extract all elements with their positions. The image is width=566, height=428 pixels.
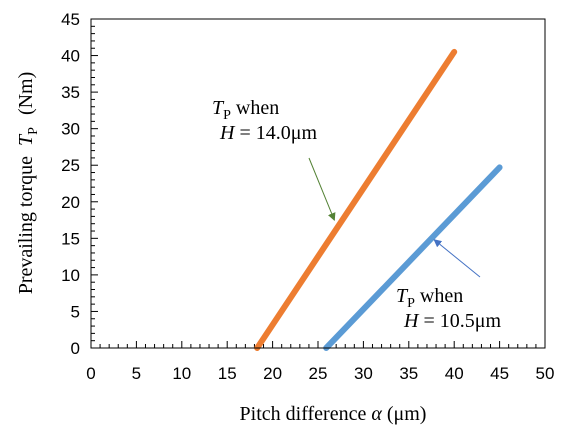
- annotation-blue-line1: TP when: [396, 285, 463, 311]
- y-tick-label: 20: [61, 193, 80, 212]
- x-axis-title: Pitch difference α (μm): [240, 403, 427, 425]
- y-tick-label: 0: [71, 339, 80, 358]
- annotation-arrows: [308, 157, 481, 278]
- x-tick-label: 30: [354, 364, 373, 383]
- x-tick-label: 45: [490, 364, 509, 383]
- plot-frame: [90, 18, 546, 349]
- x-tick-label: 40: [445, 364, 464, 383]
- arrow-h14: [308, 157, 336, 221]
- x-tick-label: 5: [132, 364, 141, 383]
- y-axis-title: Prevailing torqueTP(Nm): [15, 72, 41, 295]
- x-tick-labels: 0 5 10 15 20 25 30 35 40 45 50: [86, 364, 554, 383]
- y-tick-labels: 0 5 10 15 20 25 30 35 40 45: [61, 10, 80, 358]
- x-tick-label: 15: [218, 364, 237, 383]
- y-tick-label: 5: [71, 302, 80, 321]
- y-tick-label: 35: [61, 83, 80, 102]
- y-tick-label: 45: [61, 10, 80, 29]
- y-tick-label: 10: [61, 266, 80, 285]
- x-tick-label: 10: [172, 364, 191, 383]
- x-tick-label: 50: [536, 364, 555, 383]
- annotation-blue-line2: H = 10.5μm: [403, 310, 501, 332]
- annotation-orange-line2: H = 14.0μm: [219, 122, 317, 144]
- x-tick-label: 35: [399, 364, 418, 383]
- series-lines: [254, 48, 503, 351]
- arrow-h10-5: [433, 239, 481, 278]
- y-tick-label: 25: [61, 156, 80, 175]
- axis-ticks: [90, 18, 546, 349]
- x-tick-label: 25: [309, 364, 328, 383]
- y-tick-label: 15: [61, 229, 80, 248]
- y-tick-label: 30: [61, 120, 80, 139]
- x-tick-label: 20: [263, 364, 282, 383]
- series-line-h10-5: [323, 164, 503, 351]
- series-line-h14: [254, 48, 458, 351]
- x-tick-label: 0: [86, 364, 95, 383]
- annotation-orange-line1: TP when: [212, 97, 279, 123]
- y-tick-label: 40: [61, 47, 80, 66]
